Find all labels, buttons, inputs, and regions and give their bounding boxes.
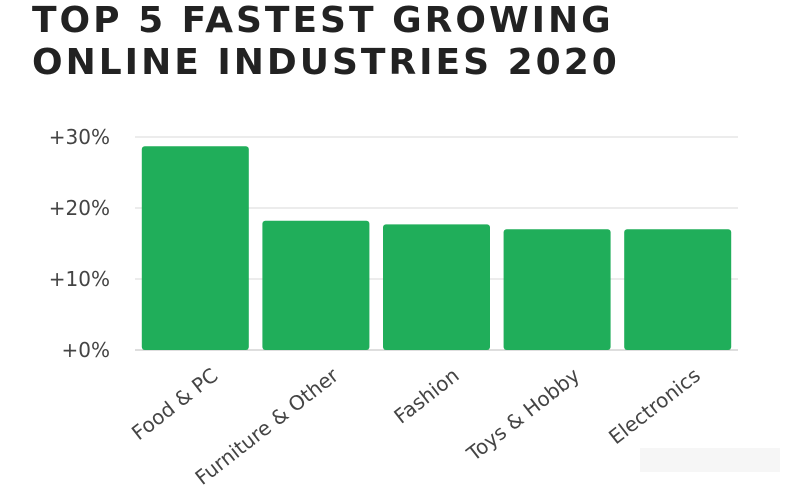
bar [383,224,490,350]
y-tick-label: +0% [62,338,111,362]
y-tick-label: +10% [49,267,110,291]
x-tick-label: Fashion [389,363,463,428]
chart-title: TOP 5 FASTEST GROWING ONLINE INDUSTRIES … [32,0,792,84]
x-tick-label: Food & PC [127,363,222,445]
bar [141,146,249,350]
x-tick-label: Electronics [604,363,705,449]
chart-title-line-2: ONLINE INDUSTRIES 2020 [32,42,620,83]
watermark [640,448,780,472]
bar [262,220,370,350]
chart-title-line-1: TOP 5 FASTEST GROWING [32,0,614,41]
x-tick-label: Toys & Hobby [461,363,584,466]
bar [624,229,732,350]
bar [503,229,611,350]
y-tick-label: +20% [49,196,110,220]
y-tick-label: +30% [49,125,110,149]
